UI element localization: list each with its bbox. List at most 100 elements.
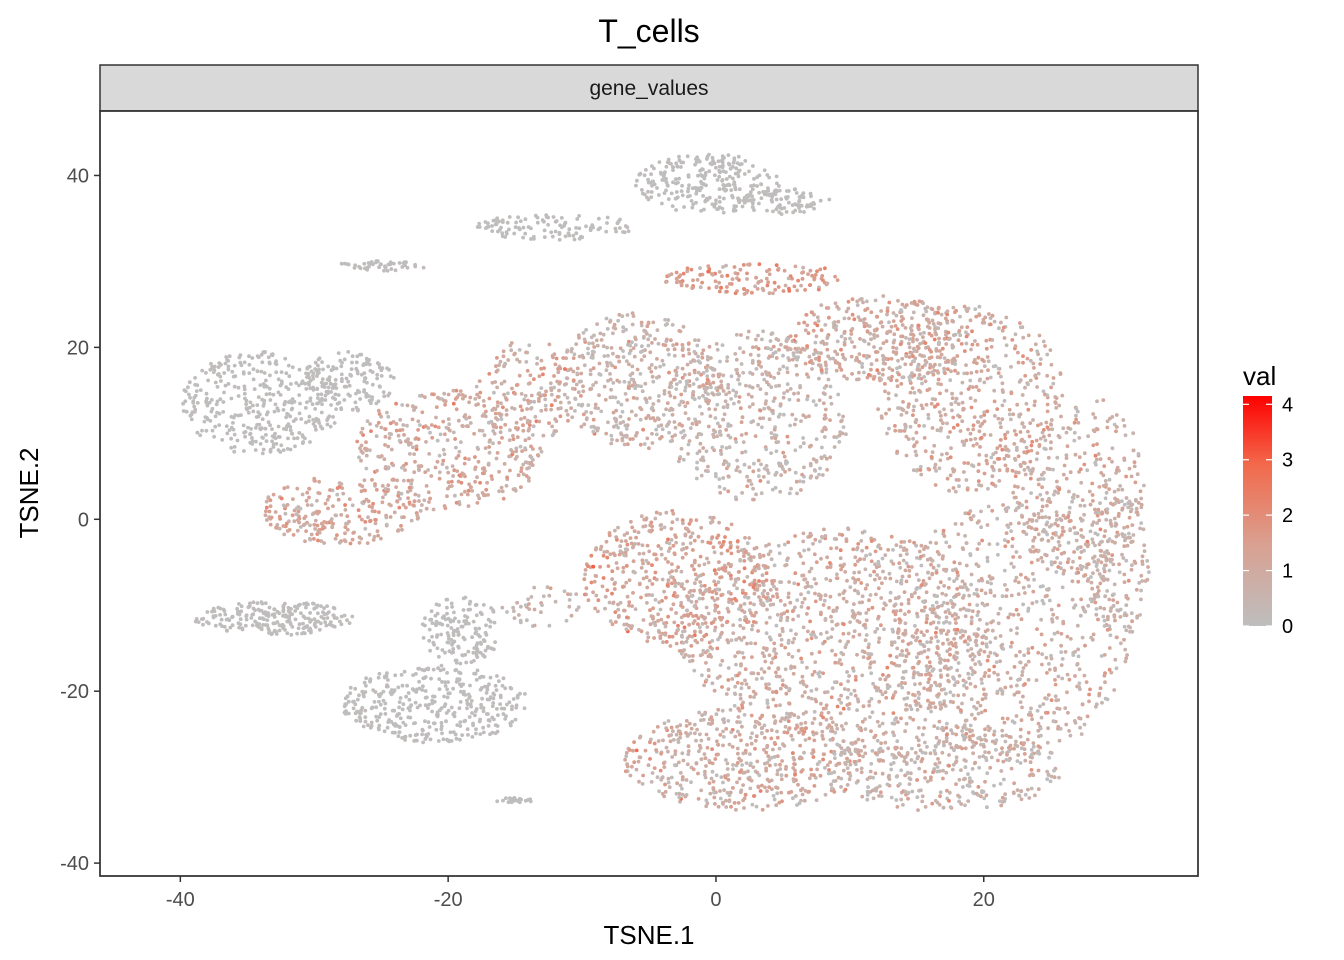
data-point xyxy=(523,446,527,451)
data-point xyxy=(359,352,364,357)
data-point xyxy=(311,422,316,426)
data-point xyxy=(879,309,883,313)
data-point xyxy=(828,578,833,583)
data-point xyxy=(705,355,710,359)
data-point xyxy=(958,314,962,319)
data-point xyxy=(225,358,230,362)
data-point xyxy=(817,472,821,477)
data-point xyxy=(621,329,626,334)
data-point xyxy=(569,406,573,410)
data-point xyxy=(726,666,731,670)
data-point xyxy=(346,379,351,384)
data-point xyxy=(819,340,824,345)
data-point xyxy=(961,606,966,611)
data-point xyxy=(720,157,725,162)
data-point xyxy=(787,200,791,205)
data-point xyxy=(964,363,968,367)
data-point xyxy=(309,532,314,537)
data-point xyxy=(720,274,724,279)
data-point xyxy=(659,527,664,531)
data-point xyxy=(686,347,691,352)
data-point xyxy=(316,363,320,368)
data-point xyxy=(868,331,873,336)
data-point xyxy=(937,341,942,346)
data-point xyxy=(765,701,770,706)
data-point xyxy=(627,600,632,605)
data-point xyxy=(663,323,668,327)
data-point xyxy=(249,427,253,431)
data-point xyxy=(951,415,956,420)
data-point xyxy=(958,333,963,338)
data-point xyxy=(865,375,870,380)
data-point xyxy=(872,332,876,337)
data-point xyxy=(336,497,341,502)
data-point xyxy=(687,183,691,188)
data-point xyxy=(664,164,669,169)
data-point xyxy=(1095,399,1099,404)
data-point xyxy=(919,376,924,381)
data-point xyxy=(423,395,427,400)
data-point xyxy=(627,351,632,356)
data-point xyxy=(650,582,655,586)
data-point xyxy=(1032,403,1037,408)
data-point xyxy=(860,673,865,678)
data-point xyxy=(670,634,675,639)
data-point xyxy=(376,533,380,538)
data-point xyxy=(242,360,247,365)
data-point xyxy=(1042,434,1046,439)
data-point xyxy=(776,266,781,271)
data-point xyxy=(875,314,880,319)
data-point xyxy=(875,573,879,577)
data-point xyxy=(359,449,364,454)
data-point xyxy=(809,202,813,207)
data-point xyxy=(1024,505,1029,510)
data-point xyxy=(553,362,558,367)
data-point xyxy=(932,337,937,342)
data-point xyxy=(822,386,827,390)
data-point xyxy=(1004,343,1009,348)
data-point xyxy=(893,690,898,695)
data-point xyxy=(813,469,818,473)
data-point xyxy=(950,319,955,324)
data-point xyxy=(632,529,637,533)
data-point xyxy=(785,389,790,393)
data-point xyxy=(748,601,753,605)
data-point xyxy=(717,540,722,545)
data-point xyxy=(863,308,868,312)
data-point xyxy=(918,464,923,469)
data-point xyxy=(694,422,699,427)
data-point xyxy=(1107,456,1112,461)
data-point xyxy=(266,355,271,360)
data-point xyxy=(1034,457,1039,462)
data-point xyxy=(664,595,668,600)
data-point xyxy=(976,420,981,424)
data-point xyxy=(928,365,932,370)
data-point xyxy=(982,380,987,385)
data-point xyxy=(882,627,886,632)
data-point xyxy=(751,671,756,676)
data-point xyxy=(344,376,349,381)
data-point xyxy=(398,428,402,433)
data-point xyxy=(662,389,667,393)
data-point xyxy=(671,168,675,173)
data-point xyxy=(317,509,322,514)
data-point xyxy=(628,373,633,377)
data-point xyxy=(691,278,695,283)
data-point xyxy=(787,358,792,363)
data-point xyxy=(669,607,674,612)
data-point xyxy=(706,392,710,396)
data-point xyxy=(743,591,748,596)
data-point xyxy=(648,333,652,338)
data-point xyxy=(785,460,789,465)
data-point xyxy=(754,275,758,280)
data-point xyxy=(691,621,696,626)
data-point xyxy=(1053,521,1058,526)
data-point xyxy=(1041,529,1045,534)
data-point xyxy=(616,607,621,612)
data-point xyxy=(771,344,776,349)
data-point xyxy=(721,265,725,269)
data-point xyxy=(709,356,713,360)
data-point xyxy=(732,401,736,406)
data-point xyxy=(1052,492,1056,497)
data-point xyxy=(917,373,922,377)
